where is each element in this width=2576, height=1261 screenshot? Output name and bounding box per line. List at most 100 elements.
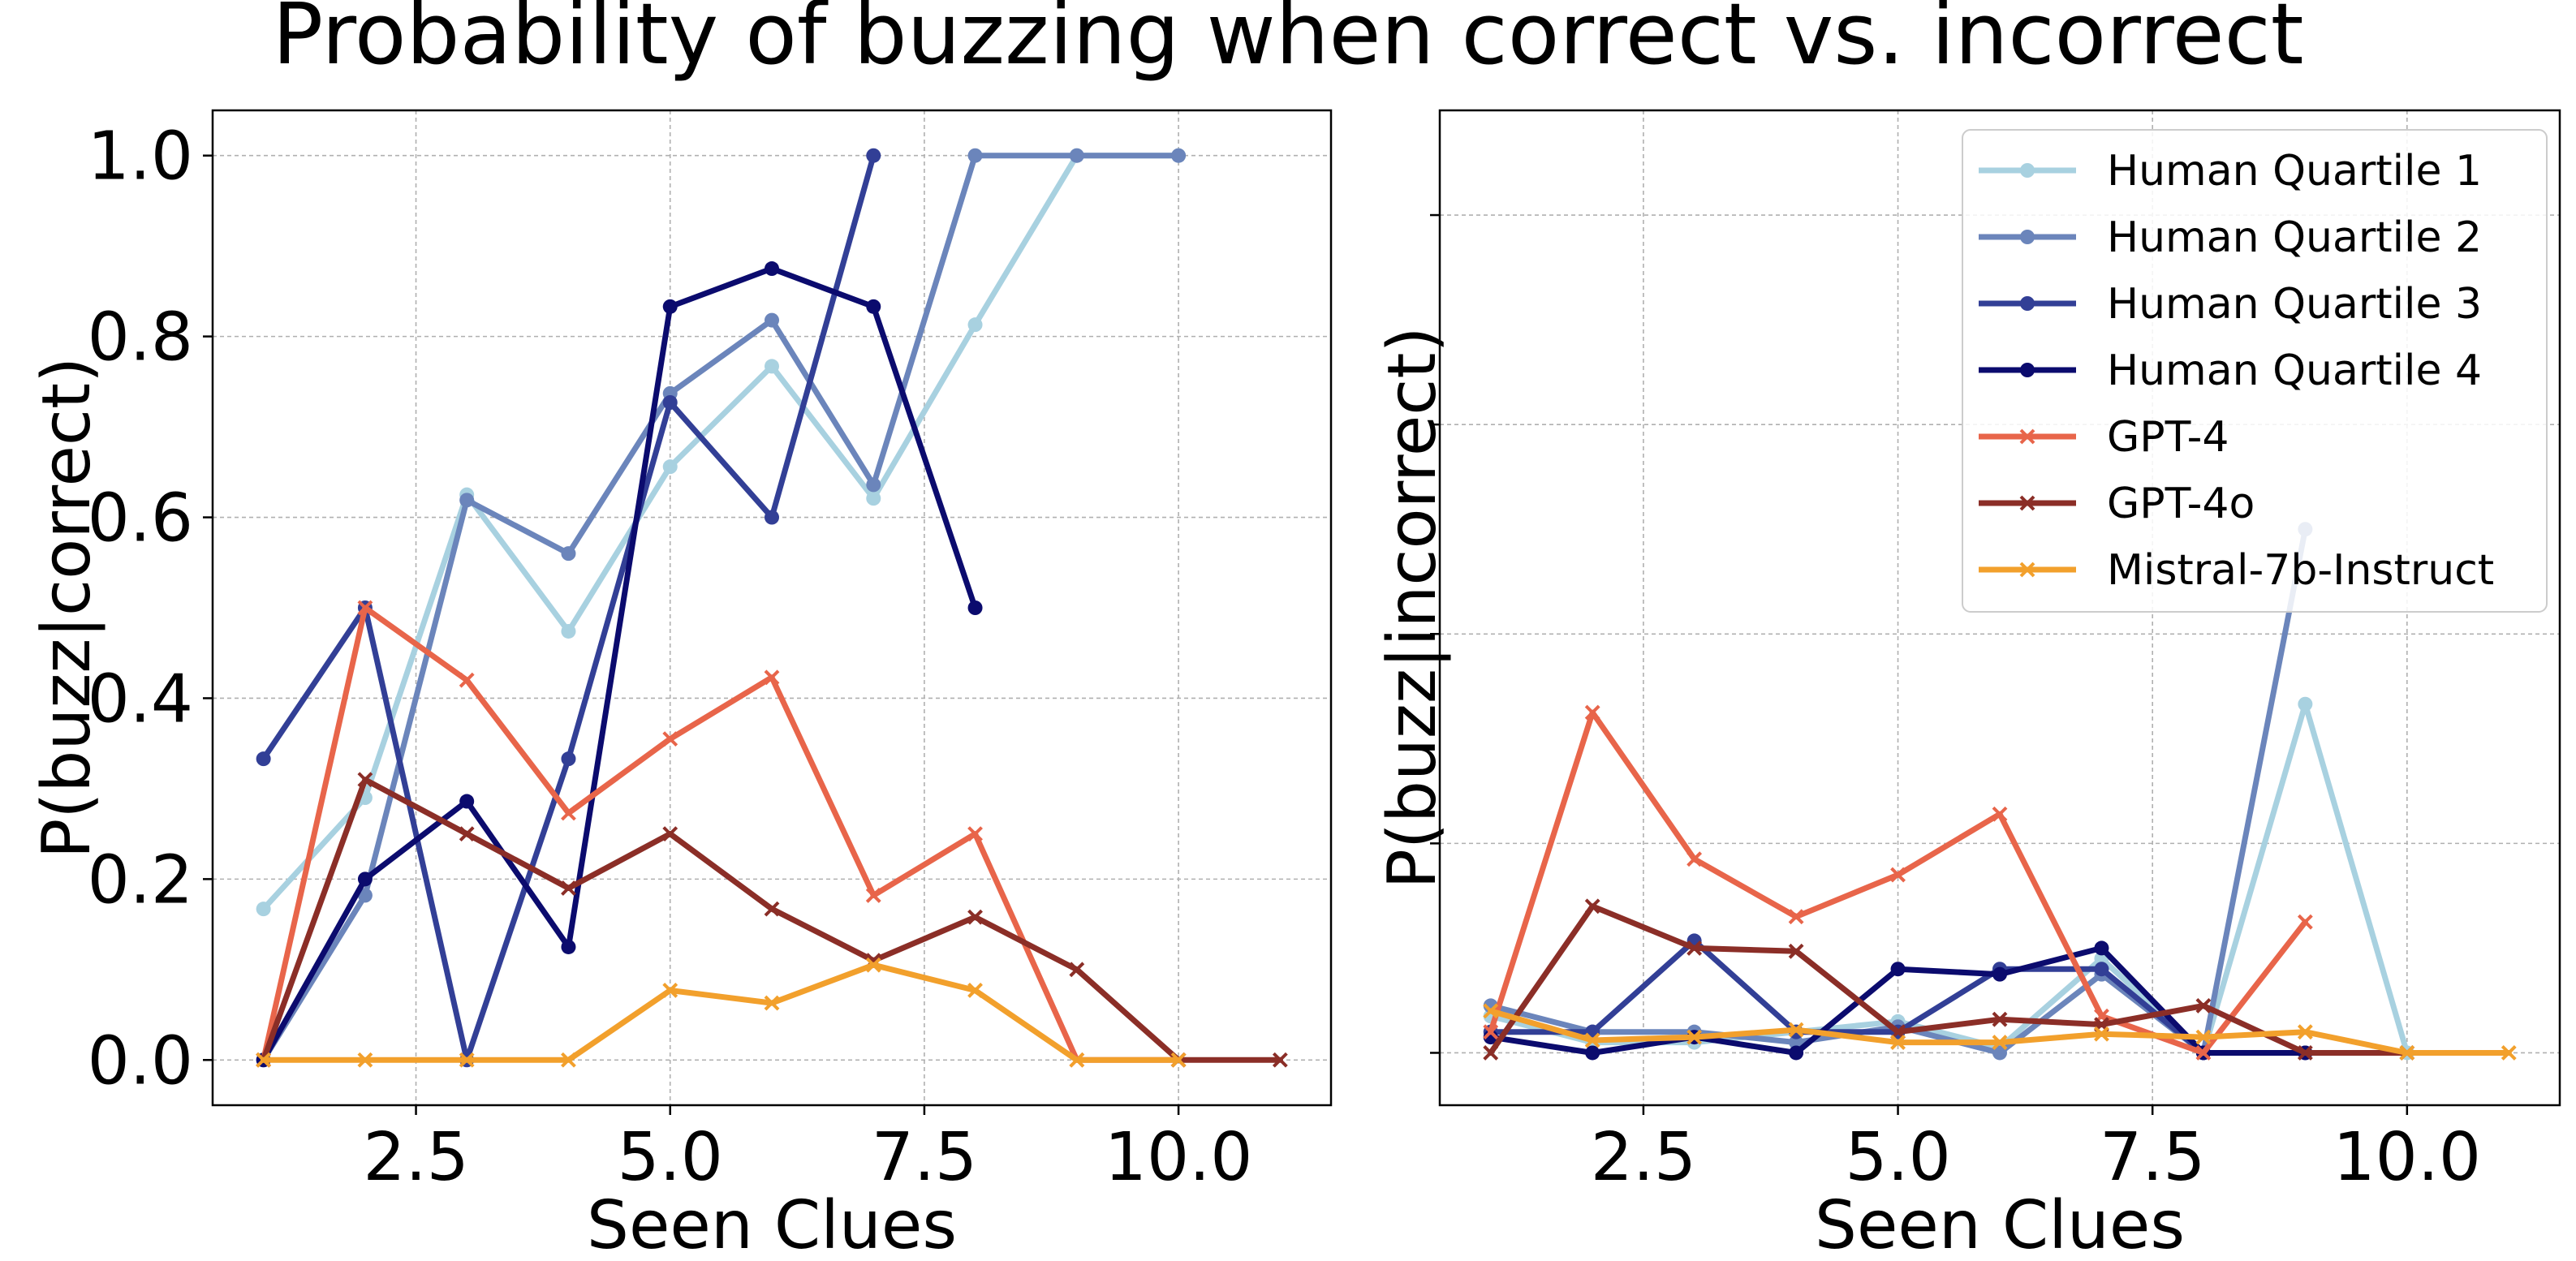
- axes-frame: [1438, 109, 2561, 1107]
- x-tick-label: 7.5: [2100, 1119, 2205, 1196]
- legend-label: GPT-4: [2107, 413, 2229, 462]
- legend-item: Human Quartile 1: [1979, 147, 2482, 196]
- data-point: [662, 459, 678, 475]
- data-point: [561, 939, 576, 954]
- data-point: [357, 888, 373, 903]
- data-point: [2195, 1029, 2212, 1045]
- legend-item: Human Quartile 3: [1979, 280, 2482, 329]
- data-point: [459, 794, 475, 809]
- data-point: [866, 299, 881, 314]
- data-point: [2298, 696, 2313, 712]
- legend-item: GPT-4: [1979, 413, 2229, 462]
- data-point: [2094, 1026, 2109, 1042]
- data-point: [1069, 1052, 1085, 1068]
- data-point: [2195, 1045, 2212, 1061]
- legend-marker: [2019, 562, 2035, 578]
- legend-label: Human Quartile 4: [2107, 346, 2482, 395]
- data-point: [2297, 1024, 2313, 1040]
- data-point: [967, 826, 983, 842]
- x-tick-label: 7.5: [872, 1119, 977, 1196]
- legend-item: Human Quartile 2: [1979, 213, 2482, 262]
- data-point: [1992, 1045, 2007, 1061]
- data-point: [1890, 962, 1906, 977]
- data-point: [662, 394, 678, 410]
- legend-label: GPT-4o: [2107, 480, 2255, 528]
- x-tick-label: 5.0: [1845, 1119, 1950, 1196]
- data-point: [357, 772, 373, 788]
- data-point: [1584, 704, 1600, 721]
- legend: Human Quartile 1 Human Quartile 2 Human Qu…: [1962, 129, 2548, 613]
- series-line: [261, 962, 1182, 1063]
- data-point: [1483, 1024, 1499, 1040]
- data-point: [662, 826, 678, 842]
- data-point: [967, 317, 983, 333]
- data-point: [662, 983, 678, 998]
- data-point: [764, 995, 780, 1011]
- legend-label: Human Quartile 1: [2107, 147, 2482, 196]
- data-point: [1686, 940, 1703, 956]
- series-line: [261, 265, 978, 1063]
- figure-title: Probability of buzzing when correct vs. …: [272, 0, 2303, 84]
- data-point: [561, 1052, 576, 1068]
- data-point: [459, 1052, 475, 1068]
- data-point: [561, 623, 576, 639]
- data-point: [1171, 148, 1187, 163]
- data-point: [662, 731, 678, 747]
- legend-marker: [2020, 230, 2035, 244]
- series-mistral-7b-instruct: [256, 957, 1187, 1068]
- data-point: [1890, 1035, 1906, 1050]
- y-tick-label: 0.4: [88, 661, 193, 738]
- x-tick-label: 10.0: [1105, 1119, 1253, 1196]
- data-point: [357, 872, 373, 887]
- data-point: [1992, 806, 2008, 822]
- data-point: [2399, 1045, 2415, 1061]
- legend-label: Mistral-7b-Instruct: [2107, 546, 2494, 595]
- x-tick-label: 10.0: [2333, 1119, 2482, 1196]
- axes-frame: [211, 109, 1333, 1107]
- legend-label: Human Quartile 3: [2107, 280, 2482, 329]
- data-point: [1686, 851, 1703, 867]
- data-point: [2297, 1045, 2313, 1061]
- x-tick-label: 5.0: [618, 1119, 723, 1196]
- y-tick-label: 0.8: [88, 299, 193, 377]
- data-point: [1788, 1022, 1804, 1038]
- data-point: [1686, 1029, 1703, 1045]
- data-point: [2501, 1045, 2517, 1061]
- data-point: [1992, 1035, 2008, 1050]
- left-panel: 2.5 5.0 7.5 10.0 0.0 0.2 0.4 0.6 0.8 1.0 Seen Clue…: [28, 109, 1333, 1261]
- data-point: [1890, 867, 1906, 883]
- x-axis-label: Seen Clues: [1815, 1187, 2185, 1261]
- data-point: [866, 148, 881, 163]
- data-point: [2094, 962, 2109, 977]
- data-point: [765, 261, 779, 277]
- data-point: [866, 491, 881, 506]
- data-point: [1992, 1011, 2008, 1027]
- legend-marker: [2020, 363, 2035, 377]
- y-axis-label: P(buzz|incorrect): [1374, 326, 1451, 889]
- legend-marker: [2019, 495, 2035, 511]
- data-point: [1170, 1052, 1187, 1068]
- y-axis-label: P(buzz|correct): [28, 357, 106, 859]
- legend-marker: [2020, 296, 2035, 311]
- legend-marker: [2019, 428, 2035, 445]
- x-tick-label: 2.5: [363, 1119, 468, 1196]
- legend-item: Mistral-7b-Instruct: [1979, 546, 2494, 595]
- data-point: [866, 477, 881, 493]
- data-point: [1992, 966, 2007, 982]
- data-point: [256, 902, 271, 917]
- series-line: [261, 153, 1182, 1063]
- data-point: [1789, 1045, 1804, 1061]
- data-point: [865, 957, 881, 973]
- data-point: [2195, 997, 2212, 1014]
- data-point: [1585, 1045, 1600, 1061]
- data-point: [459, 826, 475, 842]
- legend-label: Human Quartile 2: [2107, 213, 2482, 262]
- data-point: [256, 1052, 272, 1068]
- x-axis-label: Seen Clues: [587, 1187, 957, 1261]
- data-point: [967, 983, 983, 998]
- y-tick-label: 0.0: [88, 1022, 193, 1100]
- data-point: [357, 600, 373, 616]
- data-point: [256, 751, 271, 767]
- legend-item: GPT-4o: [1979, 480, 2255, 528]
